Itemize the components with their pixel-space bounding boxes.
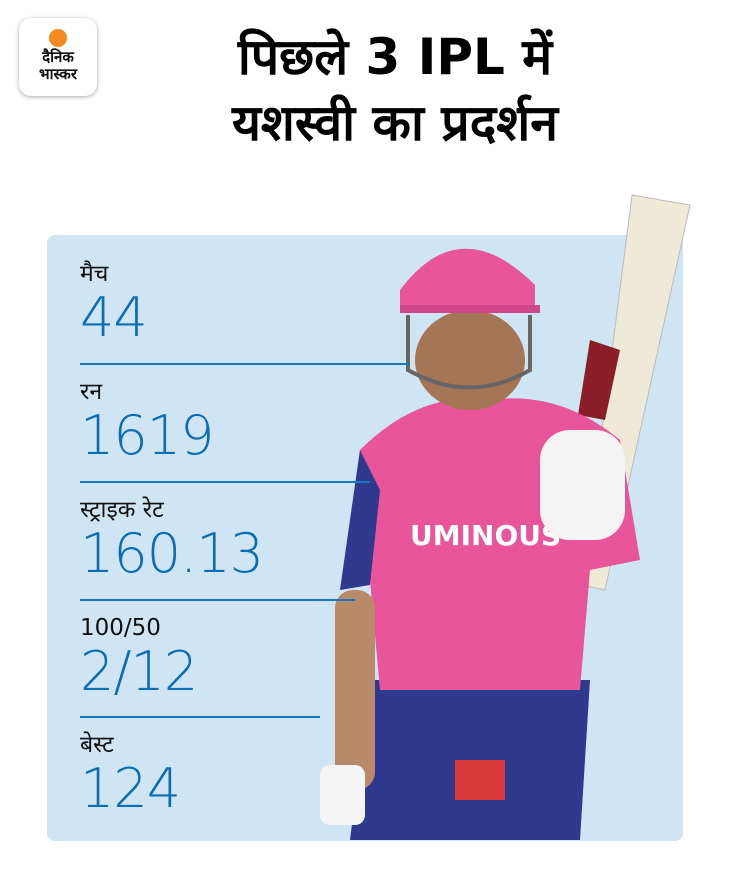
stat-hundreds-fifties: 100/50 2/12 xyxy=(80,613,198,703)
stat-value: 124 xyxy=(80,757,181,820)
page-title: पिछले 3 IPL में यशस्वी का प्रदर्शन xyxy=(100,24,690,156)
player-illustration: UMINOUS xyxy=(320,194,691,840)
logo-sun-icon xyxy=(49,29,67,47)
stat-value: 160.13 xyxy=(80,522,264,585)
stat-runs: रन 1619 xyxy=(80,377,214,467)
stat-label: 100/50 xyxy=(80,615,161,641)
stat-value: 2/12 xyxy=(80,640,198,703)
dainik-bhaskar-logo: दैनिक भास्कर xyxy=(19,18,97,96)
stat-matches: मैच 44 xyxy=(80,259,148,349)
stat-value: 44 xyxy=(80,286,148,349)
stat-strike-rate: स्ट्राइक रेट 160.13 xyxy=(80,495,264,585)
logo-line-1: दैनिक xyxy=(42,48,74,66)
divider xyxy=(80,363,410,365)
stat-label: बेस्ट xyxy=(80,732,114,758)
stat-label: मैच xyxy=(80,261,109,287)
stat-best: बेस्ट 124 xyxy=(80,730,181,820)
stat-label: रन xyxy=(80,379,103,405)
stat-value: 1619 xyxy=(80,404,214,467)
divider xyxy=(80,481,370,483)
title-line-1: पिछले 3 IPL में xyxy=(237,28,553,86)
svg-text:UMINOUS: UMINOUS xyxy=(410,519,561,552)
stat-label: स्ट्राइक रेट xyxy=(80,497,164,523)
divider xyxy=(80,599,355,601)
title-line-2: यशस्वी का प्रदर्शन xyxy=(231,94,559,152)
divider xyxy=(80,716,320,718)
logo-line-2: भास्कर xyxy=(39,65,77,83)
